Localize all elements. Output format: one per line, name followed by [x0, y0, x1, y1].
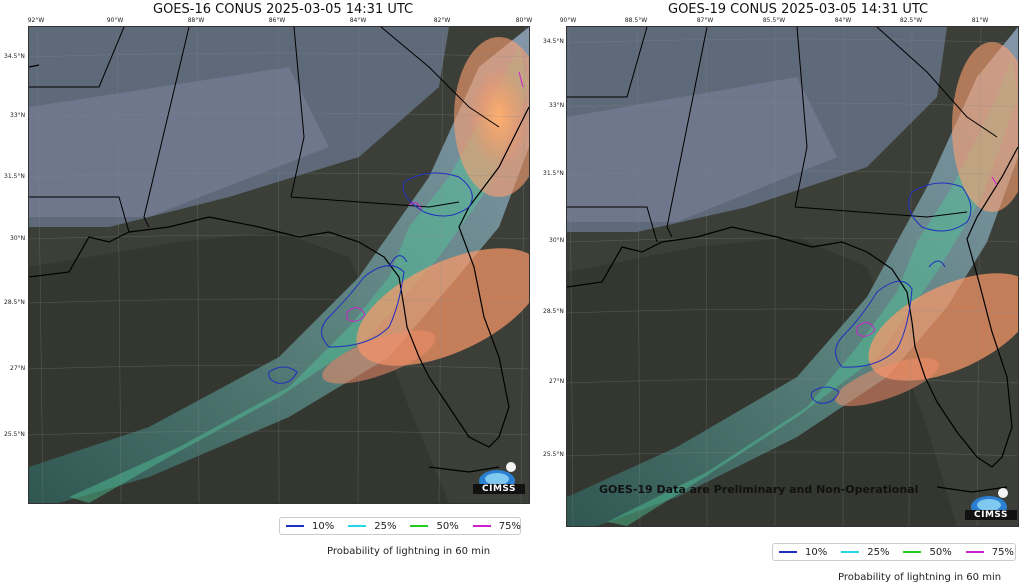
legend-item-75: 75%	[472, 520, 521, 532]
legend-swatch	[410, 525, 429, 527]
left-lon-label: 84°W	[349, 17, 367, 24]
legend-label: 10%	[312, 520, 335, 532]
right-lat-label: 27°N	[549, 378, 565, 385]
left-panel-title: GOES-16 CONUS 2025-03-05 14:31 UTC	[153, 2, 414, 17]
legend-label: 75%	[991, 546, 1014, 558]
legend-label: 50%	[436, 520, 459, 532]
right-lon-label: 87°W	[696, 17, 714, 24]
legend-label: 50%	[929, 546, 952, 558]
left-lon-label: 82°W	[433, 17, 451, 24]
orange-cloud-core	[469, 67, 529, 167]
left-cimss-logo-text: CIMSS	[473, 484, 525, 494]
right-preliminary-watermark: GOES-19 Data are Preliminary and Non-Ope…	[599, 483, 919, 496]
right-cimss-logo-text: CIMSS	[965, 510, 1017, 520]
orange-cloud-north	[952, 42, 1018, 212]
legend-swatch	[286, 525, 304, 527]
right-lat-label: 25.5°N	[543, 451, 564, 458]
right-lat-label: 28.5°N	[543, 308, 564, 315]
legend-label: 25%	[867, 546, 890, 558]
right-lon-label: 84°W	[834, 17, 852, 24]
right-lon-label: 85.5°W	[762, 17, 786, 24]
orange-cloud-stripe	[322, 330, 436, 384]
legend-swatch	[965, 551, 984, 553]
left-cimss-logo: CIMSS	[473, 461, 525, 495]
frontal-cloud-band	[567, 27, 1018, 526]
legend-item-25: 25%	[348, 521, 396, 532]
left-lat-label: 28.5°N	[4, 299, 25, 306]
coastline	[29, 64, 529, 473]
right-panel-title: GOES-19 CONUS 2025-03-05 14:31 UTC	[668, 2, 929, 17]
right-lat-label: 31.5°N	[543, 170, 564, 177]
right-legend: 10% 25% 50% 75%	[772, 543, 1016, 561]
left-lon-label: 86°W	[268, 17, 286, 24]
satellite-globe-icon	[479, 462, 516, 487]
legend-swatch	[903, 551, 922, 553]
right-lat-label: 34.5°N	[543, 38, 564, 45]
left-lon-label: 88°W	[187, 17, 205, 24]
satellite-globe-icon	[971, 488, 1008, 513]
legend-item-10: 10%	[779, 547, 827, 558]
right-lon-label: 82.5°W	[899, 17, 923, 24]
left-lat-label: 33°N	[10, 112, 26, 119]
lightning-contours-75pct	[346, 71, 524, 322]
legend-swatch	[472, 525, 491, 527]
lightning-contours-75pct	[856, 176, 998, 337]
left-lat-label: 31.5°N	[4, 173, 25, 180]
right-cimss-logo: CIMSS	[965, 487, 1017, 521]
state-borders	[567, 27, 998, 243]
left-lon-label: 80°W	[515, 17, 533, 24]
left-lat-label: 30°N	[10, 235, 26, 242]
legend-item-75: 75%	[965, 546, 1014, 558]
legend-label: 75%	[498, 520, 521, 532]
state-borders	[29, 27, 500, 233]
right-caption: Probability of lightning in 60 min	[838, 572, 1002, 583]
coastline	[567, 146, 1018, 493]
northern-cloud-layer	[567, 77, 837, 222]
left-lat-label: 27°N	[10, 365, 26, 372]
left-legend: 10% 25% 50% 75%	[279, 517, 521, 535]
lightning-contours-10pct	[810, 182, 972, 404]
graticule	[29, 27, 529, 503]
legend-swatch	[841, 551, 860, 553]
right-lon-label: 90°W	[559, 17, 577, 24]
legend-item-50: 50%	[903, 546, 952, 558]
left-lon-label: 90°W	[106, 17, 124, 24]
right-satellite-map[interactable]: GOES-19 Data are Preliminary and Non-Ope…	[566, 26, 1019, 527]
right-map-canvas	[567, 27, 1018, 526]
right-lat-label: 33°N	[549, 102, 565, 109]
orange-cloud-south	[868, 273, 1018, 381]
right-lon-label: 88.5°W	[624, 17, 648, 24]
right-lat-label: 30°N	[549, 237, 565, 244]
legend-swatch	[348, 525, 367, 527]
legend-swatch	[779, 551, 797, 553]
northern-cloud-layer	[29, 67, 329, 217]
left-caption: Probability of lightning in 60 min	[327, 546, 491, 557]
left-lon-label: 92°W	[27, 17, 45, 24]
left-lat-label: 34.5°N	[4, 53, 25, 60]
left-satellite-map[interactable]: CIMSS	[28, 26, 530, 504]
right-lon-label: 81°W	[971, 17, 989, 24]
legend-item-10: 10%	[286, 521, 334, 532]
left-lat-label: 25.5°N	[4, 431, 25, 438]
legend-item-50: 50%	[410, 520, 459, 532]
legend-label: 10%	[805, 546, 828, 558]
legend-item-25: 25%	[841, 547, 889, 558]
legend-label: 25%	[374, 520, 397, 532]
orange-cloud-stripe	[835, 357, 939, 407]
left-map-canvas	[29, 27, 529, 503]
